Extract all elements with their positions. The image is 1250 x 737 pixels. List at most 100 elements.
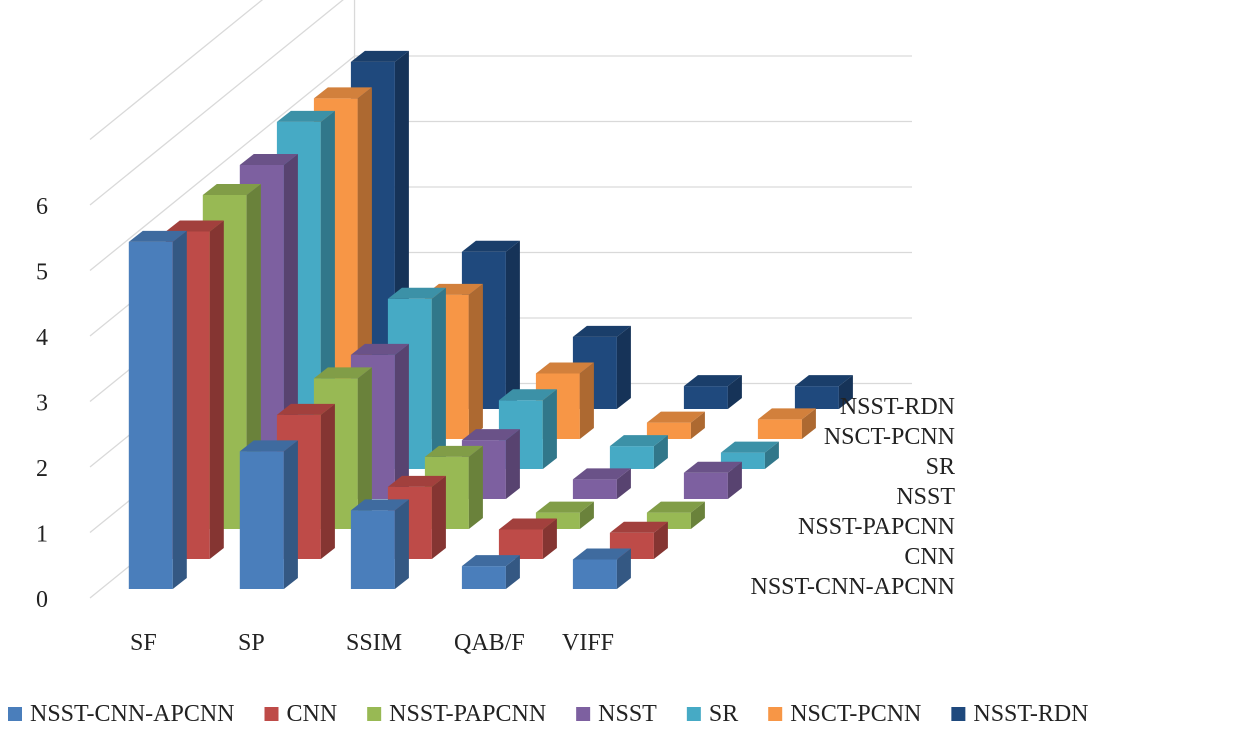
bar-side: [431, 287, 446, 469]
bar: [683, 375, 742, 409]
category-label: SP: [238, 630, 265, 656]
bar-top: [350, 499, 409, 511]
legend-swatch: [951, 707, 966, 721]
bars: [128, 50, 853, 589]
bar-side: [357, 367, 372, 529]
bar: [350, 499, 409, 589]
bar-front: [794, 386, 839, 409]
bar-top: [609, 521, 668, 533]
bar-side: [320, 403, 335, 559]
bar-top: [646, 411, 705, 423]
bar-side: [579, 501, 594, 529]
legend-item: NSST-RDN: [951, 701, 1089, 727]
bar: [461, 555, 520, 589]
y-axis: 0 1 2 3 4 5 6: [36, 194, 48, 613]
bar-side: [468, 445, 483, 529]
y-tick-label: 1: [36, 522, 48, 548]
bar-top: [350, 50, 409, 62]
bar: [757, 408, 816, 439]
legend-item: NSCT-PCNN: [768, 701, 921, 727]
bar-side: [542, 518, 557, 559]
bar-top: [757, 408, 816, 420]
bar-side: [394, 499, 409, 589]
y-tick-label: 0: [36, 587, 48, 613]
bar-front: [757, 419, 802, 439]
bar-side: [616, 548, 631, 589]
bar: [609, 435, 668, 469]
bar-front: [461, 566, 506, 589]
legend-swatch: [264, 707, 279, 721]
series-axis-label: NSST: [896, 484, 955, 510]
bar-top: [535, 362, 594, 374]
category-label: SSIM: [346, 630, 402, 656]
legend-item: NSST-PAPCNN: [367, 701, 546, 727]
bar-top: [165, 220, 224, 232]
category-axis: SF SP SSIM QAB/F VIFF: [130, 630, 614, 656]
bar: [128, 230, 187, 589]
bar-front: [498, 529, 543, 559]
series-axis-label: NSST-PAPCNN: [798, 514, 955, 540]
bar-top: [461, 240, 520, 252]
bar: [239, 440, 298, 589]
bar-top: [276, 403, 335, 415]
side-gridline: [89, 55, 355, 272]
bar-top: [350, 343, 409, 355]
series-axis-label: NSCT-PCNN: [824, 424, 955, 450]
bar-top: [683, 461, 742, 473]
y-tick-label: 4: [36, 325, 48, 351]
bar-side: [505, 555, 520, 589]
bar: [498, 518, 557, 559]
bar-top: [646, 501, 705, 513]
category-label: QAB/F: [454, 630, 525, 656]
category-label: VIFF: [562, 630, 614, 656]
legend-swatch: [8, 707, 22, 721]
bar: [572, 548, 631, 589]
bar-side: [764, 441, 779, 469]
bar-side: [542, 389, 557, 469]
series-axis-label: NSST-CNN-APCNN: [751, 574, 956, 600]
bar-top: [498, 389, 557, 401]
legend-label: NSST-RDN: [973, 701, 1088, 727]
bar-side: [505, 240, 520, 409]
bar: [572, 468, 631, 499]
legend-item: CNN: [264, 701, 338, 727]
series-depth-axis: NSST-CNN-APCNN CNN NSST-PAPCNN NSST SR NSCT-P…: [751, 394, 956, 600]
bar-side: [616, 468, 631, 499]
bar-top: [313, 87, 372, 99]
legend-label: SR: [709, 701, 738, 727]
legend: NSST-CNN-APCNN CNN NSST-PAPCNN NSST SR NSCT-P…: [8, 701, 1089, 727]
y-tick-label: 3: [36, 391, 48, 417]
bar-top: [276, 110, 335, 122]
bar: [683, 461, 742, 499]
side-gridline: [89, 0, 344, 206]
bar-front: [683, 472, 728, 499]
bar-side: [838, 375, 853, 409]
legend-label: NSST-PAPCNN: [389, 701, 546, 727]
bar-side: [653, 521, 668, 559]
series-axis-label: SR: [926, 454, 955, 480]
bar-front: [572, 479, 617, 499]
bar-side: [801, 408, 816, 439]
bar-side: [172, 230, 187, 589]
bar-front: [609, 446, 654, 469]
bar-side: [727, 375, 742, 409]
category-label: SF: [130, 630, 157, 656]
legend-label: CNN: [287, 701, 338, 727]
bar-top: [387, 287, 446, 299]
bar-top: [424, 445, 483, 457]
legend-item: NSST-CNN-APCNN: [8, 701, 235, 727]
bar-top: [572, 325, 631, 337]
bar-top: [239, 440, 298, 452]
side-gridline: [89, 0, 264, 141]
bar-side: [283, 440, 298, 589]
bar-side: [209, 220, 224, 559]
y-tick-label: 2: [36, 456, 48, 482]
bar-top: [720, 441, 779, 453]
bar-top: [794, 375, 853, 387]
bar-top: [128, 230, 187, 242]
bar-top: [609, 435, 668, 447]
bar-top: [683, 375, 742, 387]
bar-side: [690, 501, 705, 529]
bar-top: [572, 548, 631, 560]
